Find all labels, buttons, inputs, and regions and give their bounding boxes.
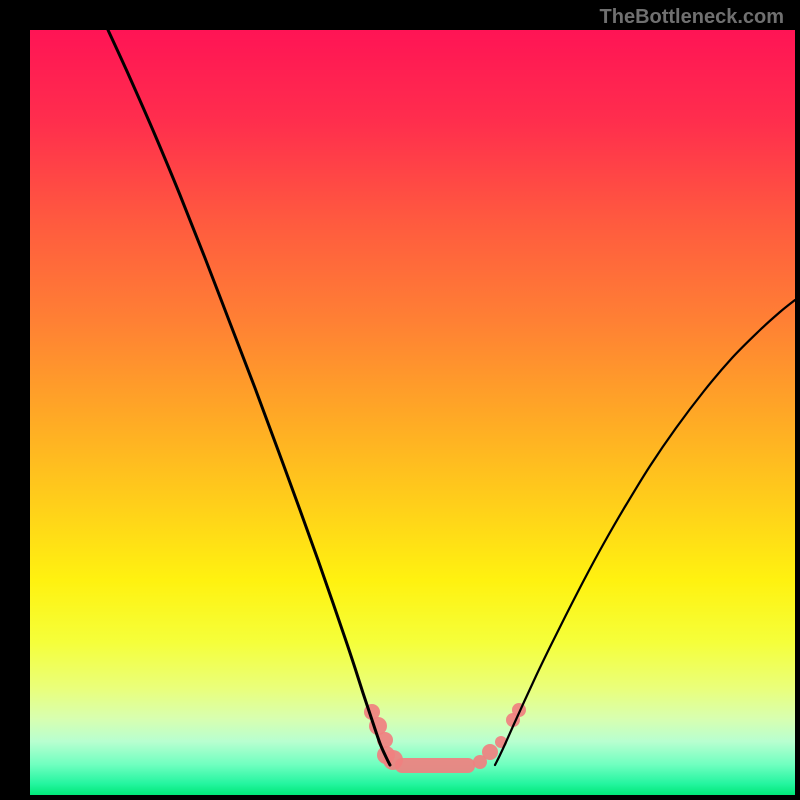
chart-container: TheBottleneck.com <box>0 0 800 800</box>
curve-svg-layer <box>0 0 800 800</box>
left-curve <box>108 30 390 765</box>
watermark-text: TheBottleneck.com <box>600 6 784 29</box>
right-curve <box>495 300 795 765</box>
